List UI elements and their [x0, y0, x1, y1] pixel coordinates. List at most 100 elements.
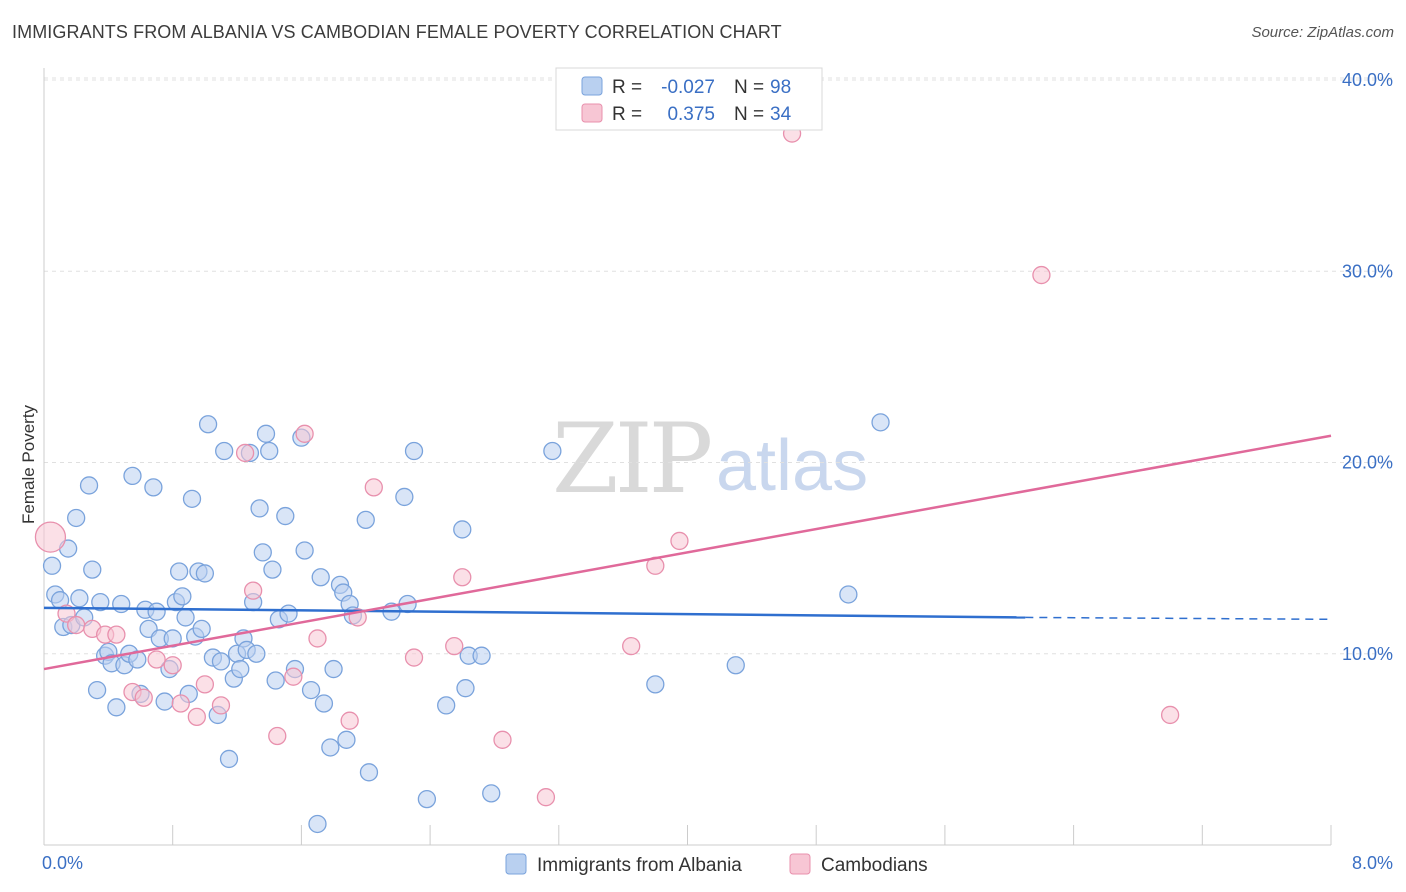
- cambodian-point: [67, 615, 86, 635]
- albania-point: [195, 564, 215, 583]
- albania-point: [417, 789, 437, 809]
- correlation-legend: R = -0.027 N = 98 R = 0.375 N = 34: [555, 67, 823, 131]
- cambodian-point: [670, 531, 689, 551]
- cambodian-point: [493, 730, 512, 749]
- albania-point: [337, 730, 356, 749]
- albania-point: [144, 478, 163, 497]
- cambodian-point: [340, 711, 359, 730]
- albania-point: [404, 441, 424, 461]
- albania-point: [169, 562, 189, 581]
- y-tick-label: 30.0%: [1342, 261, 1393, 281]
- albania-point: [173, 587, 192, 606]
- cambodian-point: [364, 478, 383, 497]
- cambodian-point: [1032, 265, 1051, 285]
- y-tick-labels: 10.0% 20.0% 30.0% 40.0%: [1342, 70, 1393, 664]
- cambodian-point: [404, 648, 424, 667]
- x-tick-label-max: 8.0%: [1352, 853, 1393, 873]
- albania-point: [250, 499, 269, 518]
- albania-point: [260, 441, 279, 461]
- cambodian-point: [134, 688, 153, 707]
- cambodian-point: [107, 625, 126, 644]
- albania-point: [295, 541, 314, 560]
- legend-n-label-albania: N =: [734, 77, 764, 98]
- albania-point: [276, 506, 295, 526]
- cambodian-point: [622, 636, 641, 656]
- legend-r-label-cambodian: R =: [612, 104, 642, 125]
- cambodian-point: [171, 694, 190, 713]
- bottom-legend-swatch-cambodian: [789, 853, 811, 875]
- cambodian-point: [1160, 705, 1180, 725]
- albania-point: [70, 589, 89, 608]
- albania-trend-extension: [1025, 616, 1332, 621]
- cambodian-trend-line: [43, 434, 1332, 671]
- albania-point: [182, 489, 202, 508]
- albania-point: [219, 749, 239, 769]
- source-label: Source: ZipAtlas.com: [1251, 24, 1394, 41]
- albania-point: [356, 510, 375, 530]
- albania-point: [91, 592, 110, 612]
- cambodian-point: [34, 521, 67, 553]
- albania-point: [176, 608, 195, 627]
- legend-r-value-albania: -0.027: [661, 77, 715, 98]
- albania-point: [198, 415, 218, 434]
- cambodian-point: [187, 707, 206, 727]
- albania-point: [324, 659, 343, 679]
- albania-point: [871, 413, 890, 432]
- albania-point: [453, 520, 472, 539]
- y-tick-label: 20.0%: [1342, 453, 1393, 473]
- cambodian-point: [163, 656, 182, 675]
- albania-point: [482, 784, 501, 803]
- albania-point: [87, 680, 107, 700]
- legend-n-value-albania: 98: [770, 77, 791, 98]
- bottom-legend-swatch-albania: [505, 853, 527, 875]
- x-tick-marks: [172, 825, 1332, 845]
- albania-point: [301, 680, 321, 700]
- cambodian-point: [284, 667, 303, 686]
- cambodian-point: [243, 581, 263, 600]
- albania-point: [215, 441, 234, 461]
- albania-point: [253, 543, 272, 562]
- cambodian-point: [453, 568, 472, 587]
- albania-point: [314, 694, 334, 713]
- albania-point: [247, 644, 266, 663]
- cambodian-point: [235, 443, 255, 463]
- albania-point: [311, 568, 330, 587]
- cambodian-point: [268, 726, 287, 746]
- albania-point: [308, 814, 327, 834]
- cambodian-points: [34, 124, 1180, 807]
- y-tick-label: 10.0%: [1342, 644, 1393, 664]
- trend-lines: [43, 434, 1332, 671]
- albania-point: [83, 560, 102, 579]
- cambodian-point: [536, 788, 556, 807]
- albania-point: [123, 466, 142, 486]
- chart-title: IMMIGRANTS FROM ALBANIA VS CAMBODIAN FEM…: [12, 22, 782, 42]
- albania-point: [147, 602, 166, 621]
- albania-trend-line: [43, 606, 1026, 619]
- watermark-atlas: atlas: [716, 426, 868, 506]
- cambodian-point: [147, 650, 166, 669]
- bottom-legend-label-cambodian: Cambodians: [821, 855, 928, 876]
- albania-point: [266, 671, 285, 690]
- legend-r-label-albania: R =: [612, 77, 642, 98]
- albania-point: [263, 560, 282, 579]
- bottom-legend-label-albania: Immigrants from Albania: [537, 855, 742, 876]
- albania-point: [67, 508, 86, 528]
- albania-point: [839, 585, 858, 604]
- albania-point: [437, 696, 456, 715]
- albania-point: [726, 656, 745, 675]
- legend-swatch-cambodian: [581, 103, 603, 123]
- albania-point: [231, 659, 250, 679]
- cambodian-point: [445, 636, 464, 656]
- albania-point: [112, 594, 131, 614]
- legend-n-value-cambodian: 34: [770, 104, 792, 125]
- legend-swatch-albania: [581, 76, 603, 96]
- albania-point: [211, 652, 231, 671]
- albania-point: [107, 698, 126, 717]
- legend-r-value-cambodian: 0.375: [667, 104, 715, 125]
- albania-point: [472, 646, 491, 665]
- y-axis-title: Female Poverty: [19, 404, 38, 524]
- albania-point: [646, 675, 665, 694]
- albania-point: [543, 441, 562, 461]
- albania-point: [192, 619, 211, 639]
